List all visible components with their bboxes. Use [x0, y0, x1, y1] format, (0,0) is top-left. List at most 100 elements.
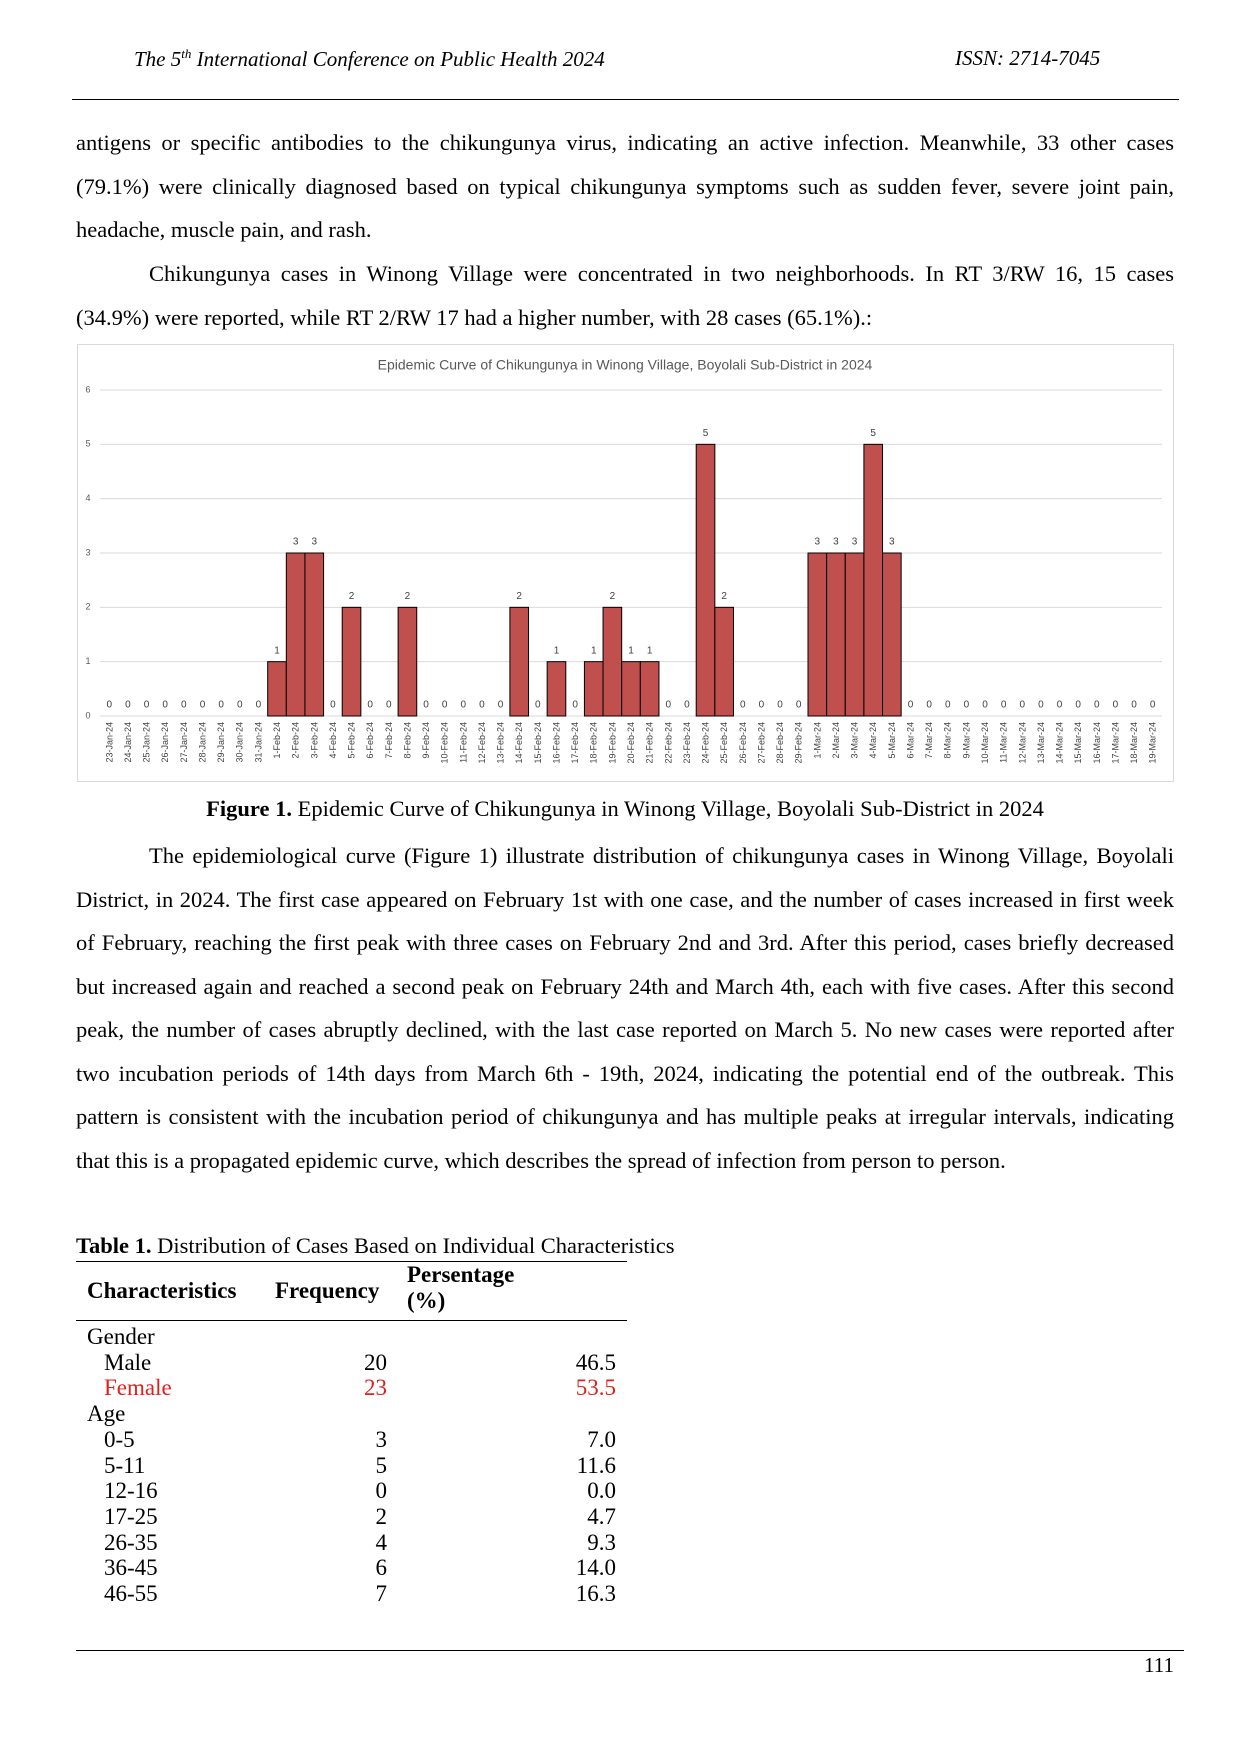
x-tick-label: 22-Feb-24	[663, 722, 673, 764]
data-label: 1	[591, 645, 597, 656]
data-label: 0	[144, 700, 150, 711]
data-label: 3	[889, 537, 895, 548]
x-tick-label: 11-Mar-24	[999, 722, 1009, 763]
x-tick-label: 6-Mar-24	[905, 722, 915, 759]
data-label: 0	[1001, 700, 1007, 711]
x-tick-label: 14-Feb-24	[514, 722, 524, 764]
bar	[639, 661, 660, 717]
x-tick-label: 7-Feb-24	[384, 722, 394, 759]
table-cell: 0-5	[104, 1426, 135, 1452]
table-caption: Table 1. Distribution of Cases Based on …	[76, 1233, 674, 1259]
x-tick-label: 10-Feb-24	[440, 722, 450, 764]
x-tick-label: 3-Feb-24	[309, 722, 319, 759]
x-tick-label: 27-Jan-24	[179, 722, 189, 763]
data-label: 2	[610, 591, 616, 602]
x-tick-label: 9-Mar-24	[961, 722, 971, 759]
data-label: 0	[1075, 700, 1081, 711]
table-cell: 26-35	[104, 1529, 158, 1555]
data-label: 0	[423, 700, 429, 711]
data-label: 0	[1113, 700, 1119, 711]
data-label: 0	[759, 700, 765, 711]
data-label: 0	[107, 700, 113, 711]
x-tick-label: 21-Feb-24	[645, 722, 655, 764]
x-tick-label: 23-Feb-24	[682, 722, 692, 764]
paragraph: The epidemiological curve (Figure 1) ill…	[76, 843, 1174, 1173]
x-tick-label: 29-Jan-24	[216, 722, 226, 763]
x-tick-label: 20-Feb-24	[626, 722, 636, 764]
bar	[285, 552, 306, 717]
x-tick-label: 19-Mar-24	[1148, 722, 1158, 764]
bar	[714, 606, 734, 717]
x-tick-label: 28-Feb-24	[775, 722, 785, 764]
x-tick-label: 12-Feb-24	[477, 722, 487, 764]
x-tick-label: 17-Feb-24	[570, 722, 580, 764]
data-label: 5	[703, 428, 709, 439]
figure-caption-text: Epidemic Curve of Chikungunya in Winong …	[291, 796, 1044, 821]
x-tick-label: 13-Mar-24	[1036, 722, 1046, 764]
table-cell: 53.5	[575, 1375, 616, 1401]
table-cell: Female	[104, 1375, 172, 1401]
data-label: 0	[665, 700, 671, 711]
table-cell: 12-16	[104, 1478, 158, 1504]
x-tick-label: 18-Mar-24	[1129, 722, 1139, 764]
table-cell: 5	[375, 1452, 388, 1478]
data-label: 0	[572, 700, 578, 711]
x-tick-label: 25-Jan-24	[142, 722, 152, 763]
table-cell: 17-25	[104, 1503, 158, 1529]
data-label: 1	[274, 645, 280, 656]
x-tick-label: 23-Jan-24	[104, 722, 114, 763]
data-label: 0	[461, 700, 467, 711]
data-label: 0	[181, 700, 187, 711]
data-label: 3	[311, 537, 317, 548]
table-cell: 2	[375, 1503, 388, 1529]
bar	[621, 661, 641, 717]
table-cell: 3	[375, 1426, 388, 1452]
table-cell: 9.3	[587, 1529, 616, 1555]
table-cell: 46.5	[575, 1349, 616, 1375]
x-tick-label: 6-Feb-24	[365, 722, 375, 759]
x-tick-label: 8-Feb-24	[402, 722, 412, 759]
bar	[341, 606, 362, 717]
table-cell: Age	[87, 1401, 126, 1427]
bar	[546, 661, 567, 717]
table-cell: 5-11	[104, 1452, 146, 1478]
data-label: 1	[554, 645, 560, 656]
figure-caption: Figure 1. Epidemic Curve of Chikungunya …	[76, 796, 1174, 822]
x-tick-label: 11-Feb-24	[458, 722, 468, 763]
table-cell: 4	[375, 1529, 388, 1555]
y-tick-label: 5	[85, 439, 90, 449]
x-tick-label: 29-Feb-24	[794, 722, 804, 764]
data-label: 0	[498, 700, 504, 711]
x-tick-label: 31-Jan-24	[253, 722, 263, 763]
paragraph: Chikungunya cases in Winong Village were…	[76, 261, 1174, 330]
data-label: 0	[125, 700, 131, 711]
x-tick-label: 30-Jan-24	[235, 722, 245, 763]
table-caption-text: Distribution of Cases Based on Individua…	[151, 1233, 675, 1258]
footer-rule	[76, 1650, 1184, 1651]
y-tick-label: 6	[85, 384, 90, 394]
header-title: The 5th International Conference on Publ…	[134, 46, 605, 72]
x-tick-label: 4-Feb-24	[328, 722, 338, 759]
table-cell: 23	[364, 1375, 387, 1401]
table-cell: 0.0	[587, 1478, 616, 1504]
data-label: 0	[162, 700, 168, 711]
bar	[863, 443, 884, 717]
x-tick-label: 26-Jan-24	[160, 722, 170, 763]
table-cell: 36-45	[104, 1555, 158, 1581]
table-cell: 0	[375, 1478, 388, 1504]
data-label: 0	[442, 700, 448, 711]
header-title-post: International Conference on Public Healt…	[191, 47, 605, 71]
x-tick-label: 2-Feb-24	[291, 722, 301, 759]
x-tick-label: 1-Mar-24	[812, 722, 822, 759]
data-label: 0	[1019, 700, 1025, 711]
bar	[602, 606, 623, 717]
data-label: 0	[479, 700, 485, 711]
bar	[807, 552, 828, 717]
bar	[583, 661, 604, 717]
x-tick-label: 2-Mar-24	[831, 722, 841, 759]
y-tick-label: 3	[85, 547, 90, 557]
x-tick-label: 19-Feb-24	[607, 722, 617, 764]
x-tick-label: 12-Mar-24	[1017, 722, 1027, 764]
x-tick-label: 3-Mar-24	[850, 722, 860, 759]
